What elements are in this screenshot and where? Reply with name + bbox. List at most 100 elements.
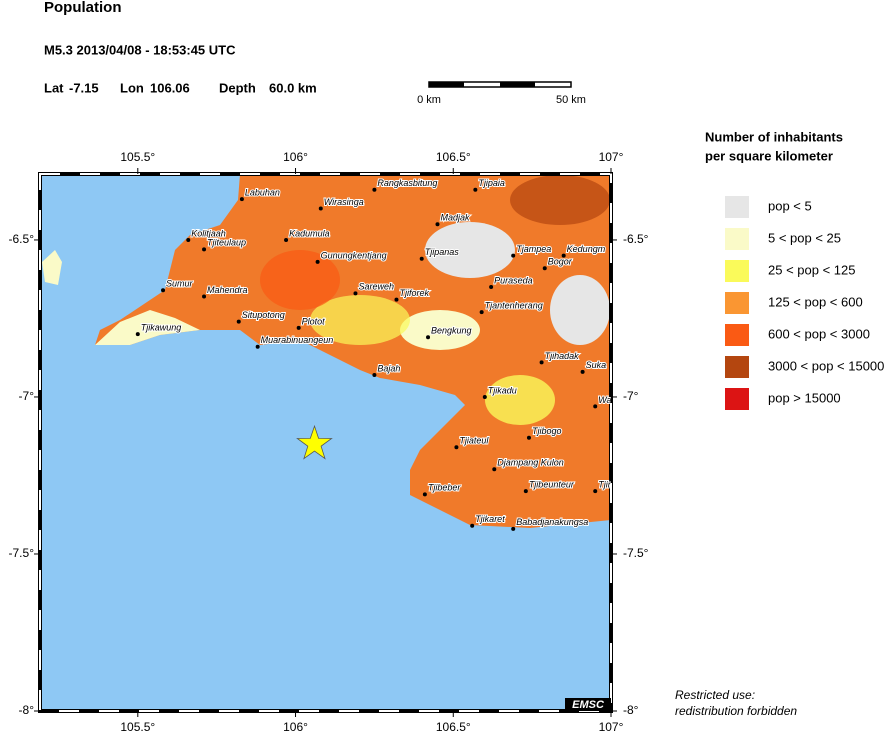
city-label: Bengkung (431, 326, 472, 336)
legend-label: 600 < pop < 3000 (768, 326, 870, 341)
city-label: Bogor (548, 257, 573, 267)
city-dot (539, 360, 544, 365)
city-label: Tjihadak (545, 351, 580, 361)
lat-tick-label: -7° (19, 389, 35, 403)
city-dot (454, 445, 459, 450)
depth-label: Depth (219, 80, 256, 95)
city-label: Babadjanakungsa (516, 517, 588, 527)
city-label: Tjiateul (459, 436, 489, 446)
lon-tick-label: 106.5° (436, 720, 471, 734)
city-dot (542, 266, 547, 271)
city-dot (202, 247, 207, 252)
legend-swatch (725, 292, 749, 314)
legend-title: per square kilometer (705, 148, 833, 163)
lat-tick-label: -7° (623, 389, 639, 403)
city-dot (561, 253, 566, 258)
lat-label: Lat (44, 80, 64, 95)
lon-tick-label: 106.5° (436, 150, 471, 164)
city-label: Tjibeber (428, 483, 462, 493)
legend-label: pop < 5 (768, 198, 812, 213)
city-label: Tjikadu (488, 385, 517, 395)
lon-value: 106.06 (150, 80, 190, 95)
city-label: Rangkasbitung (377, 178, 437, 188)
legend-swatch (725, 228, 749, 250)
city-label: Kedungm (567, 244, 606, 254)
lon-label: Lon (120, 80, 144, 95)
lat-tick-label: -8° (623, 703, 639, 717)
city-dot (435, 222, 440, 227)
city-label: Wa (598, 395, 611, 405)
city-dot (372, 187, 377, 192)
lon-tick-label: 107° (599, 150, 624, 164)
city-dot (135, 332, 140, 337)
lon-tick-label: 105.5° (120, 150, 155, 164)
legend-label: 25 < pop < 125 (768, 262, 855, 277)
depth-value: 60.0 km (269, 80, 317, 95)
city-label: Tjibogo (532, 426, 562, 436)
lat-tick-label: -7.5° (623, 546, 649, 560)
footer: Restricted use: (675, 688, 755, 702)
city-dot (470, 523, 475, 528)
city-dot (523, 489, 528, 494)
city-dot (296, 325, 301, 330)
map: EMSC Labuhan Wirasinga Rangkasbitung Tjipai… (38, 172, 613, 713)
lat-tick-label: -7.5° (9, 546, 35, 560)
city-dot (492, 467, 497, 472)
city-label: Madjak (440, 213, 470, 223)
city-dot (372, 372, 377, 377)
city-label: Wirasinga (324, 197, 364, 207)
city-dot (479, 310, 484, 315)
legend-title: Number of inhabitants (705, 129, 843, 144)
city-label: Sareweh (358, 282, 394, 292)
lat-tick-label: -6.5° (9, 232, 35, 246)
lon-tick-label: 106° (283, 150, 308, 164)
city-dot (202, 294, 207, 299)
legend-label: 3000 < pop < 15000 (768, 358, 884, 373)
city-label: Kolitjaah (191, 228, 226, 238)
city-dot (422, 492, 427, 497)
city-dot (580, 369, 585, 374)
legend-label: 5 < pop < 25 (768, 230, 841, 245)
city-label: Tjikaret (475, 514, 505, 524)
city-dot (315, 259, 320, 264)
cities: Labuhan Wirasinga Rangkasbitung Tjipaia Madj… (135, 177, 611, 531)
lat-tick-label: -6.5° (623, 232, 649, 246)
lat-value: -7.15 (69, 80, 99, 95)
city-label: Tjir (598, 480, 611, 490)
event: M5.3 2013/04/08 - 18:53:45 UTC (44, 42, 236, 57)
lon-tick-label: 105.5° (120, 720, 155, 734)
city-label: Labuhan (245, 187, 280, 197)
city-dot (318, 206, 323, 211)
scale-start: 0 km (417, 94, 441, 106)
legend-label: pop > 15000 (768, 390, 841, 405)
scale-end: 50 km (556, 94, 586, 106)
city-label: Bajah (377, 363, 400, 373)
city-dot (482, 394, 487, 399)
city-label: Mahendra (207, 285, 248, 295)
legend-swatch (725, 324, 749, 346)
city-label: Puraseda (494, 275, 533, 285)
city-label: Situpotong (242, 310, 285, 320)
city-label: Tjibeunteur (529, 480, 575, 490)
city-dot (473, 187, 478, 192)
city-label: Tjipaia (478, 178, 505, 188)
city-dot (426, 335, 431, 340)
city-label: Muarabinuangeun (261, 335, 334, 345)
city-label: Tjantenherang (485, 301, 543, 311)
city-dot (239, 197, 244, 202)
city-dot (489, 285, 494, 290)
lon-tick-label: 107° (599, 720, 624, 734)
city-label: Tjiforek (399, 288, 429, 298)
city-dot (419, 256, 424, 261)
city-label: Gunungkentjang (321, 250, 387, 260)
city-dot (593, 404, 598, 409)
badge: EMSC (572, 699, 605, 711)
city-dot (353, 291, 358, 296)
lon-tick-label: 106° (283, 720, 308, 734)
legend-label: 125 < pop < 600 (768, 294, 863, 309)
city-dot (186, 237, 191, 242)
legend-swatch (725, 260, 749, 282)
title: Population (44, 0, 122, 16)
